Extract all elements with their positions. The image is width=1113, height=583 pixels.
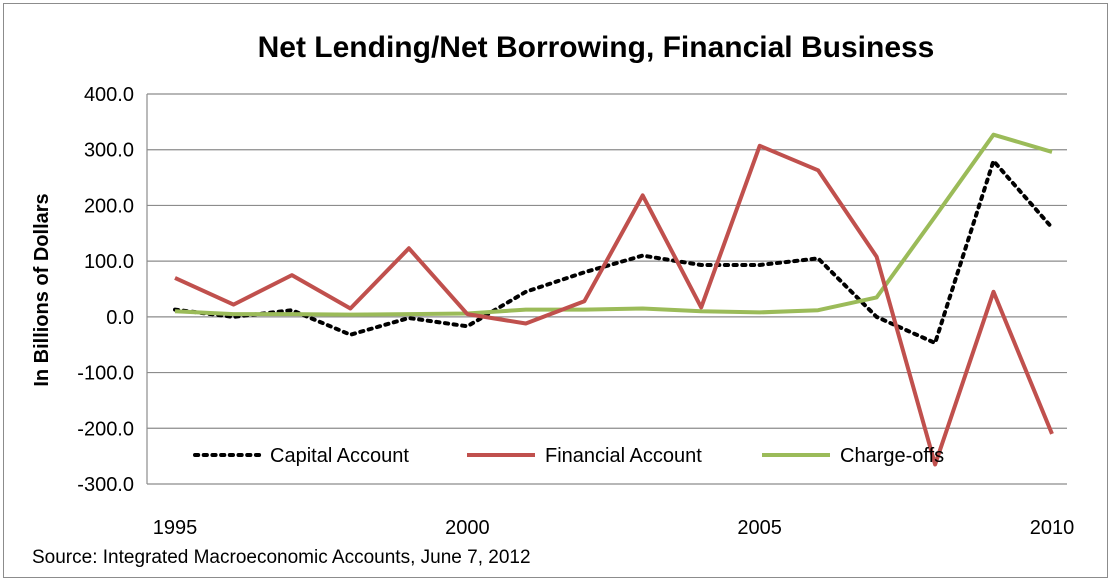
- legend: Capital Account Financial Account Charge-o…: [193, 445, 944, 467]
- series-line-charge-offs: [174, 132, 1053, 317]
- series-lines: [173, 132, 1054, 467]
- y-axis-label: In Billions of Dollars: [31, 193, 53, 386]
- chart-title: Net Lending/Net Borrowing, Financial Bus…: [258, 31, 935, 64]
- y-tick-label: 0.0: [106, 307, 134, 329]
- y-tick-label: 100.0: [84, 251, 134, 273]
- y-tick-label: -300.0: [77, 474, 134, 496]
- x-tick-label: 2005: [737, 517, 782, 539]
- y-tick-label: -100.0: [77, 363, 134, 385]
- y-tick-label: -200.0: [77, 418, 134, 440]
- y-tick-label: 400.0: [84, 84, 134, 106]
- series-line-capital-account: [173, 158, 1054, 345]
- x-tick-label: 1995: [153, 517, 198, 539]
- y-axis-tick-labels: 400.0 300.0 200.0 100.0 0.0 -100.0 -200.0 -300.…: [77, 84, 134, 496]
- grid-lines: [146, 93, 1067, 485]
- legend-label: Capital Account: [270, 445, 409, 467]
- x-tick-label: 2000: [445, 517, 490, 539]
- y-tick-label: 200.0: [84, 195, 134, 217]
- source-note: Source: Integrated Macroeconomic Account…: [32, 547, 531, 568]
- series-line-financial-account: [174, 143, 1054, 467]
- chart-frame: [3, 3, 1108, 578]
- x-tick-label: 2010: [1030, 517, 1075, 539]
- y-tick-label: 300.0: [84, 140, 134, 162]
- legend-label: Financial Account: [545, 445, 702, 467]
- legend-label: Charge-offs: [840, 445, 944, 467]
- x-axis-tick-labels: 1995 2000 2005 2010: [153, 517, 1075, 539]
